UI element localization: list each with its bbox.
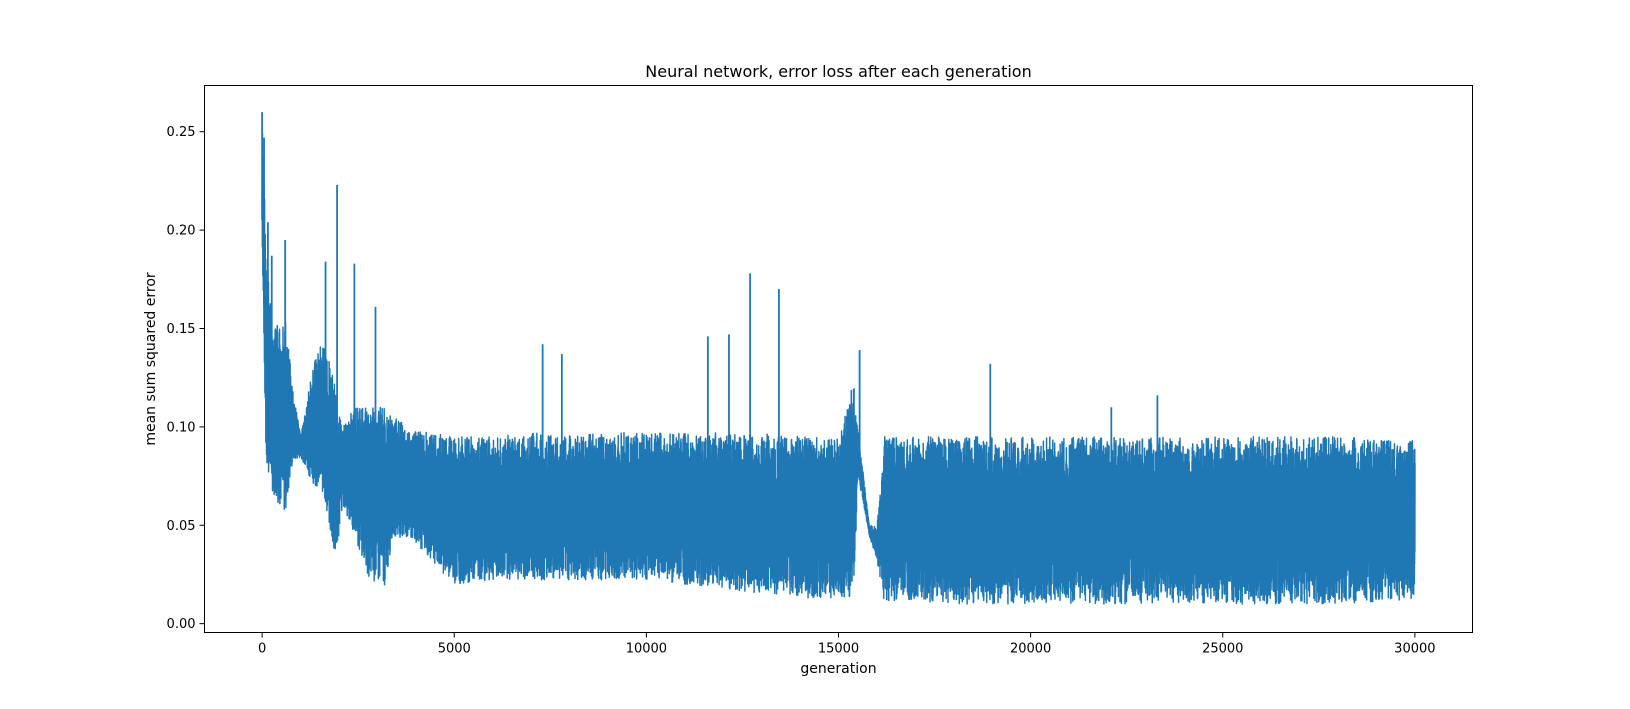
x-axis-label: generation	[800, 661, 876, 677]
x-tick-label: 15000	[818, 642, 859, 657]
x-tick-label: 5000	[438, 642, 471, 657]
x-tick-label: 20000	[1010, 642, 1051, 657]
x-tick-label: 25000	[1202, 642, 1243, 657]
y-tick-label: 0.20	[167, 224, 196, 239]
y-axis: 0.00 0.05 0.10 0.15 0.20 0.25	[167, 125, 205, 632]
y-tick-label: 0.05	[167, 519, 196, 534]
x-tick-label: 30000	[1394, 642, 1435, 657]
x-tick-label: 10000	[626, 642, 667, 657]
series-line	[261, 132, 1416, 605]
y-tick-label: 0.10	[167, 420, 196, 435]
x-axis: 0 5000 10000 15000 20000 25000 30000	[258, 632, 1436, 657]
y-axis-label: mean sum squared error	[143, 272, 159, 446]
plot-area	[261, 112, 1416, 605]
chart-title: Neural network, error loss after each ge…	[645, 62, 1031, 81]
y-tick-label: 0.25	[167, 125, 196, 140]
y-tick-label: 0.00	[167, 617, 196, 632]
y-tick-label: 0.15	[167, 322, 196, 337]
x-tick-label: 0	[258, 642, 266, 657]
